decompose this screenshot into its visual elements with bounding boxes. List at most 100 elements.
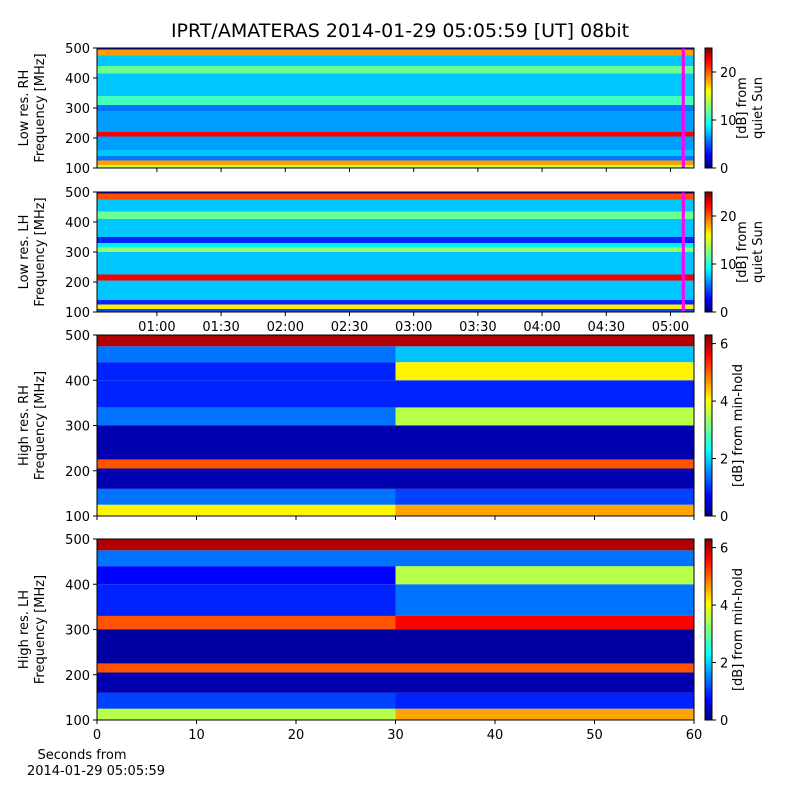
y-tick-label: 500: [65, 329, 90, 344]
colorbar: [704, 538, 713, 721]
y-tick-label: 200: [65, 669, 90, 684]
y-axis-label: Low res. LH: [17, 215, 32, 290]
heatmap-cell: [97, 672, 396, 693]
heatmap-cell: [97, 199, 694, 212]
x-tick-label: 03:00: [395, 320, 432, 335]
heatmap-cell: [97, 247, 694, 252]
colorbar-tick-label: 2: [720, 453, 728, 468]
heatmap-cell: [395, 692, 694, 709]
colorbar-tick-label: 4: [720, 395, 728, 410]
heatmap-cell: [97, 615, 396, 630]
x-tick-label: 02:00: [267, 320, 304, 335]
x-tick-label: 01:00: [138, 320, 175, 335]
colorbar-label: quiet Sun: [751, 77, 766, 139]
y-tick-label: 500: [65, 42, 90, 57]
heatmap-cell: [97, 335, 396, 347]
y-tick-label: 300: [65, 102, 90, 117]
heatmap-cell: [395, 615, 694, 630]
heatmap-cell: [97, 211, 694, 219]
heatmap-cell: [97, 87, 694, 96]
heatmap-cell: [97, 252, 694, 275]
x-tick-label: 0: [93, 728, 101, 743]
heatmap-cell: [97, 708, 396, 720]
y-tick-label: 200: [65, 465, 90, 480]
heatmap-cell: [97, 539, 396, 551]
colorbar-label: [dB] from min-hold: [731, 364, 746, 487]
heatmap-cell: [97, 73, 694, 87]
y-tick-label: 400: [65, 72, 90, 87]
x-tick-label: 01:30: [202, 320, 239, 335]
heatmap: [97, 539, 694, 720]
heatmap-cell: [97, 300, 694, 305]
colorbar-tick-label: 20: [720, 66, 737, 81]
heatmap-cell: [395, 708, 694, 720]
heatmap-cell: [97, 566, 396, 585]
heatmap-cell: [97, 629, 396, 664]
heatmap-cell: [395, 663, 694, 673]
heatmap-cell: [395, 362, 694, 381]
heatmap-cell: [97, 243, 694, 248]
y-tick-label: 100: [65, 162, 90, 177]
heatmap-cell: [395, 407, 694, 426]
heatmap-cell: [395, 468, 694, 489]
heatmap-cell: [97, 66, 694, 74]
x-tick-label: 40: [487, 728, 504, 743]
y-axis-label: Frequency [MHz]: [33, 575, 48, 684]
heatmap-cell: [395, 550, 694, 567]
colorbar-tick-label: 2: [720, 657, 728, 672]
heatmap-cell: [97, 280, 694, 300]
x-tick-label: 03:30: [459, 320, 496, 335]
colorbar-label: [dB] from min-hold: [731, 568, 746, 691]
heatmap-cell: [97, 193, 694, 200]
heatmap-cell: [395, 584, 694, 616]
y-tick-label: 300: [65, 246, 90, 261]
heatmap-cell: [97, 488, 396, 505]
heatmap-cell: [97, 111, 694, 132]
colorbar-tick-label: 20: [720, 210, 737, 225]
y-tick-label: 100: [65, 306, 90, 321]
heatmap-cell: [97, 55, 694, 66]
heatmap-cell: [395, 504, 694, 516]
heatmap-cell: [97, 132, 694, 137]
heatmap-cell: [395, 672, 694, 693]
colorbar: [704, 191, 713, 313]
y-axis-label: High res. RH: [17, 385, 32, 466]
heatmap-cell: [97, 237, 694, 243]
y-tick-label: 100: [65, 510, 90, 525]
heatmap-cell: [97, 48, 694, 50]
heatmap-cell: [97, 550, 396, 567]
x-axis-label: 2014-01-29 05:05:59: [27, 764, 165, 779]
heatmap-cell: [395, 629, 694, 664]
heatmap-cell: [395, 425, 694, 460]
heatmap-cell: [97, 160, 694, 165]
colorbar-tick-label: 0: [720, 510, 728, 525]
y-axis-label: Frequency [MHz]: [33, 53, 48, 162]
colorbar-label: [dB] from: [735, 77, 750, 139]
heatmap-cell: [97, 49, 694, 56]
heatmap-cell: [395, 380, 694, 408]
y-tick-label: 400: [65, 578, 90, 593]
heatmap-cell: [395, 566, 694, 585]
x-tick-label: 02:30: [331, 320, 368, 335]
colorbar-tick-label: 6: [720, 542, 728, 557]
colorbar-label: quiet Sun: [751, 221, 766, 283]
heatmap-cell: [97, 156, 694, 161]
heatmap-cell: [97, 219, 694, 237]
x-tick-label: 60: [686, 728, 703, 743]
heatmap-cell: [97, 192, 694, 194]
heatmap-cell: [97, 346, 396, 363]
heatmap-cell: [97, 136, 694, 150]
heatmap-cell: [97, 165, 694, 168]
x-tick-label: 10: [188, 728, 205, 743]
y-axis-label: Low res. RH: [17, 70, 32, 147]
y-axis-label: High res. LH: [17, 590, 32, 669]
heatmap-cell: [395, 346, 694, 363]
x-tick-label: 30: [387, 728, 404, 743]
y-tick-label: 500: [65, 186, 90, 201]
y-tick-label: 400: [65, 216, 90, 231]
colorbar-tick-label: 10: [720, 114, 737, 129]
heatmap: [97, 48, 694, 168]
colorbar-tick-label: 6: [720, 338, 728, 353]
y-tick-label: 500: [65, 533, 90, 548]
